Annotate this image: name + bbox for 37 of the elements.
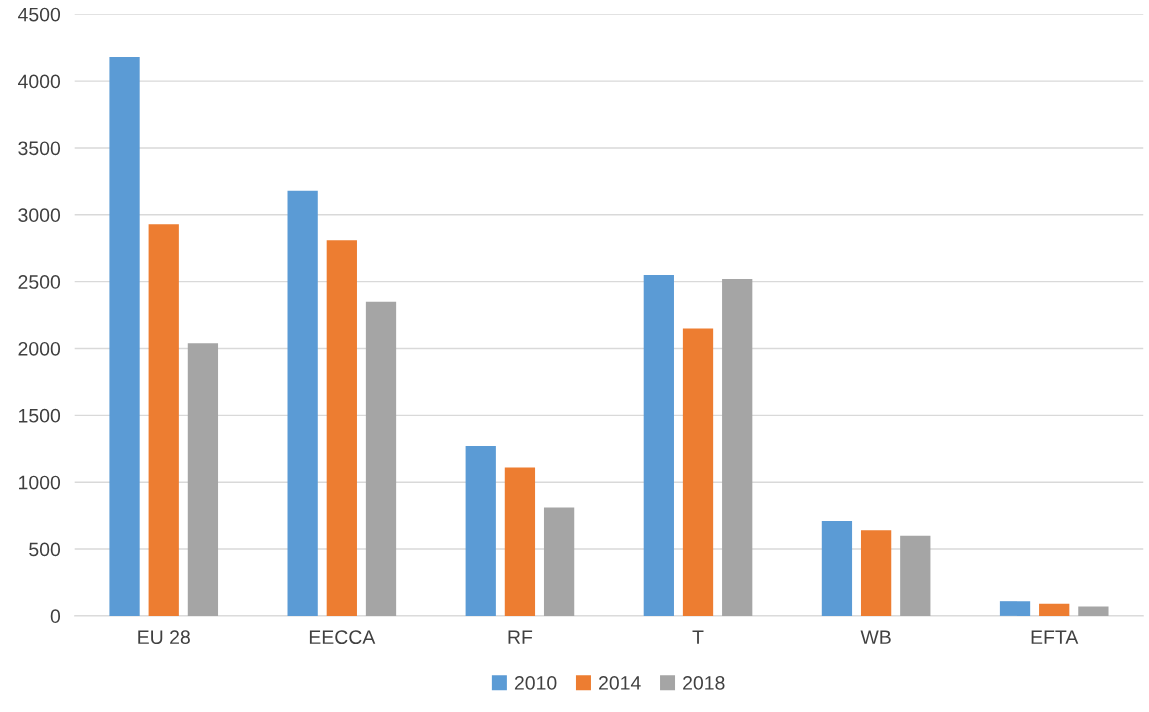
bar	[465, 446, 496, 616]
bar	[543, 507, 575, 616]
legend-label: 2010	[514, 676, 557, 690]
bar	[504, 467, 536, 616]
bar	[287, 190, 318, 616]
x-tick-label: RF	[508, 630, 533, 644]
legend-label: 2018	[683, 676, 725, 690]
y-tick-label: 1500	[19, 408, 61, 423]
legend-label: 2014	[599, 676, 641, 690]
y-tick-label: 3000	[18, 208, 61, 223]
y-tick-label: 4500	[17, 7, 61, 22]
x-tick-label: EECCA	[309, 630, 376, 645]
x-tick-label: T	[692, 630, 704, 644]
bar	[643, 274, 674, 616]
bar	[860, 530, 892, 616]
y-tick-label: 1000	[19, 475, 61, 490]
y-tick-label: 0	[50, 609, 61, 624]
y-tick-label: 2000	[18, 341, 61, 356]
bar	[682, 328, 714, 616]
x-tick-label: EU 28	[138, 630, 190, 645]
bar	[187, 343, 219, 616]
bar	[326, 240, 357, 616]
bar	[900, 535, 931, 616]
bar	[999, 601, 1031, 616]
bar	[1078, 606, 1109, 616]
y-tick-label: 2500	[18, 275, 61, 289]
bar	[722, 278, 753, 616]
bar	[365, 301, 397, 616]
x-tick-label: WB	[860, 630, 891, 644]
bar	[109, 57, 140, 616]
bar	[1039, 603, 1070, 616]
bar	[821, 520, 853, 616]
y-tick-label: 3500	[18, 141, 61, 156]
x-tick-label: EFTA	[1031, 630, 1079, 644]
y-tick-label: 4000	[17, 74, 61, 89]
y-tick-label: 500	[29, 542, 61, 557]
bar	[148, 224, 179, 616]
